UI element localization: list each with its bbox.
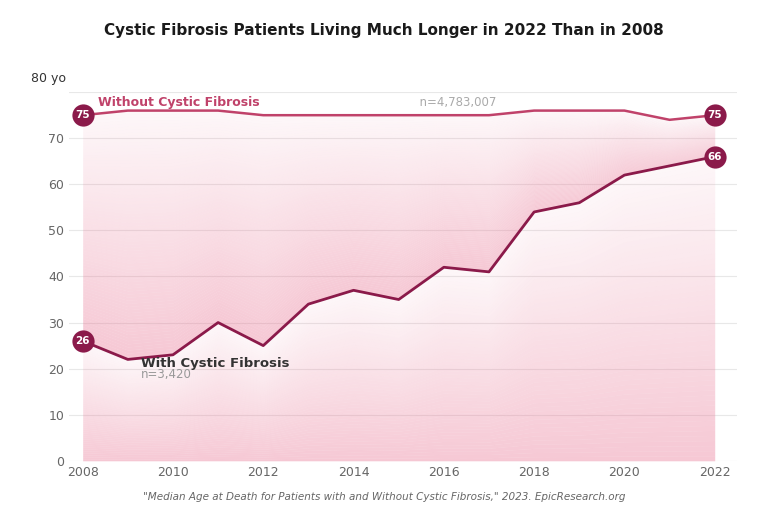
Text: 80 yo: 80 yo — [31, 72, 66, 85]
Text: "Median Age at Death for Patients with and Without Cystic Fibrosis," 2023. EpicR: "Median Age at Death for Patients with a… — [143, 492, 625, 502]
Text: Cystic Fibrosis Patients Living Much Longer in 2022 Than in 2008: Cystic Fibrosis Patients Living Much Lon… — [104, 23, 664, 38]
Text: n=4,783,007: n=4,783,007 — [412, 96, 497, 109]
Text: 75: 75 — [707, 110, 722, 120]
Text: With Cystic Fibrosis: With Cystic Fibrosis — [141, 357, 290, 370]
Text: Without Cystic Fibrosis: Without Cystic Fibrosis — [98, 96, 260, 109]
Text: 66: 66 — [707, 152, 722, 162]
Text: n=3,420: n=3,420 — [141, 368, 192, 381]
Text: 75: 75 — [75, 110, 90, 120]
Text: 26: 26 — [75, 336, 90, 346]
